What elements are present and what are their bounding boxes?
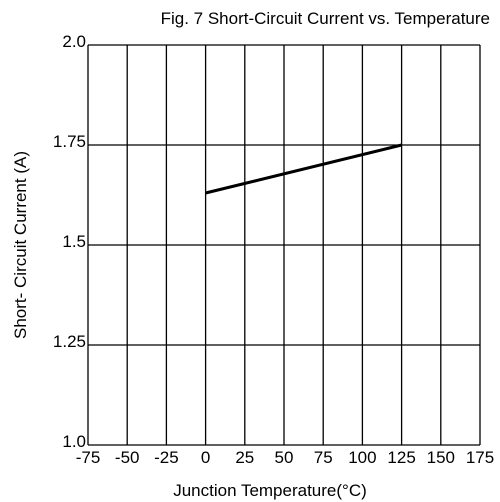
x-tick-label: 0 — [201, 448, 210, 467]
x-tick-label: 75 — [314, 448, 333, 467]
chart-title: Fig. 7 Short-Circuit Current vs. Tempera… — [161, 9, 490, 28]
x-tick-label: -50 — [115, 448, 140, 467]
x-axis-label: Junction Temperature(°C) — [173, 481, 367, 500]
y-axis-label: Short- Circuit Current (A) — [11, 151, 30, 339]
y-tick-label: 2.0 — [62, 32, 86, 51]
y-tick-label: 1.25 — [53, 332, 86, 351]
data-line — [205, 143, 402, 195]
y-tick-label: 1.5 — [62, 232, 86, 251]
y-tick-label: 1.0 — [62, 432, 86, 451]
y-tick-label: 1.75 — [53, 132, 86, 151]
x-tick-label: -75 — [76, 448, 101, 467]
x-tick-label: 100 — [348, 448, 376, 467]
x-tick-label: 50 — [275, 448, 294, 467]
x-tick-label: 25 — [235, 448, 254, 467]
x-tick-label: 175 — [466, 448, 494, 467]
x-tick-label: -25 — [154, 448, 179, 467]
x-tick-label: 150 — [427, 448, 455, 467]
x-tick-label: 125 — [387, 448, 415, 467]
